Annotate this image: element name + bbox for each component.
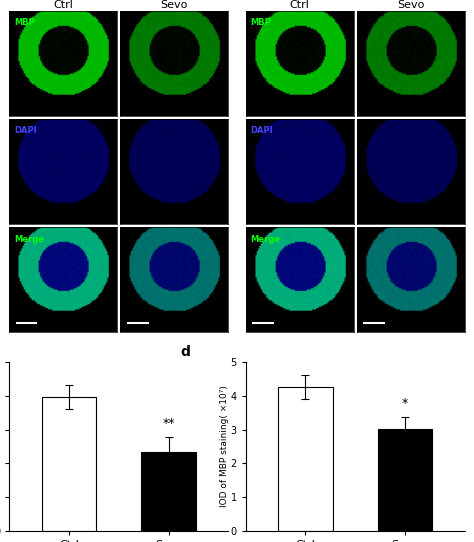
- Text: **: **: [162, 417, 175, 430]
- Text: DAPI: DAPI: [250, 126, 273, 136]
- Text: *: *: [402, 397, 408, 410]
- Y-axis label: IOD of MBP staining( ×10⁷): IOD of MBP staining( ×10⁷): [220, 385, 229, 507]
- Text: Merge: Merge: [250, 235, 280, 244]
- Bar: [377, 429, 432, 531]
- Bar: [278, 388, 333, 531]
- Text: MBP: MBP: [250, 18, 271, 27]
- Text: d: d: [180, 345, 190, 359]
- Text: DAPI: DAPI: [14, 126, 36, 136]
- Title: Sevo: Sevo: [397, 0, 424, 10]
- Title: Ctrl: Ctrl: [54, 0, 73, 10]
- Bar: [42, 397, 97, 531]
- Text: MBP: MBP: [14, 18, 35, 27]
- Bar: [141, 452, 196, 531]
- Text: Merge: Merge: [14, 235, 44, 244]
- Title: Ctrl: Ctrl: [290, 0, 310, 10]
- Title: Sevo: Sevo: [161, 0, 188, 10]
